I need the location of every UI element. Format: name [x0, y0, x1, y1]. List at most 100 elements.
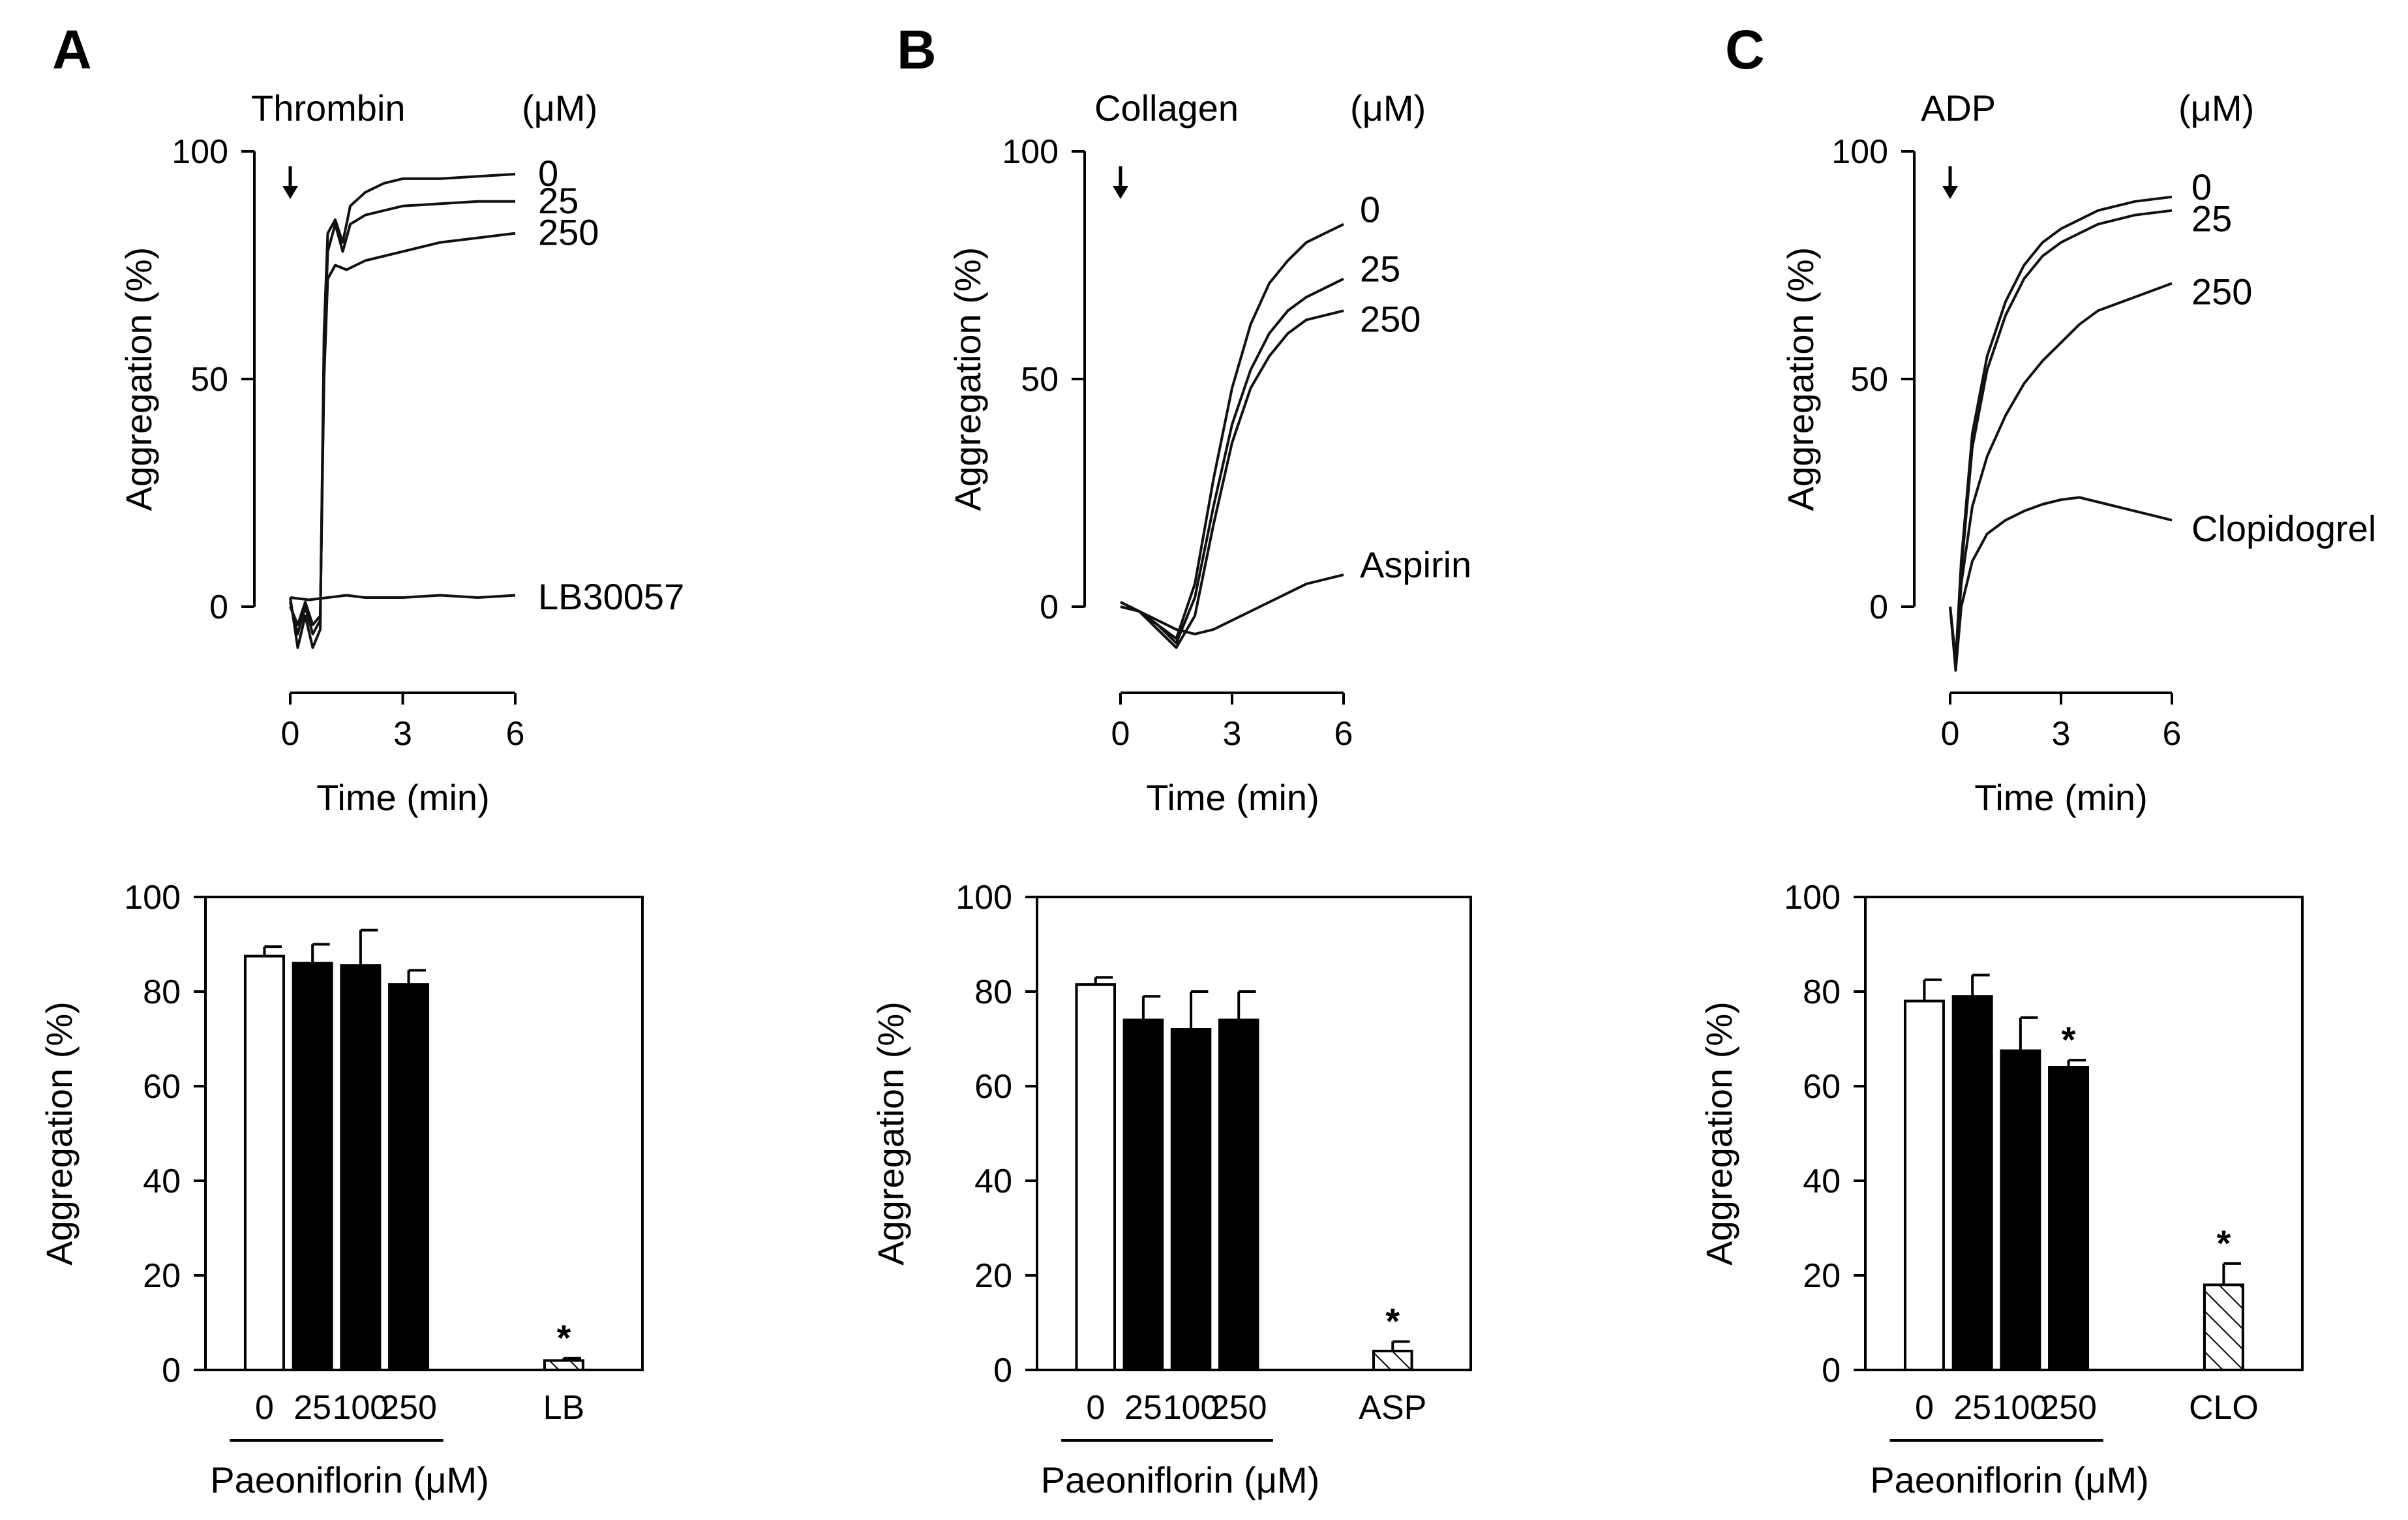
bar-25 [1951, 995, 1993, 1371]
y-axis-label: Aggregation (%) [870, 1001, 911, 1266]
x-tick-label: 25 [1953, 1389, 1991, 1427]
x-axis-label: Time (min) [1146, 777, 1319, 818]
bar-0 [1903, 999, 1945, 1371]
trace-label: 250 [538, 212, 599, 253]
x-tick-label: 0 [1111, 715, 1130, 753]
trace-0 [289, 172, 516, 649]
line-chart-C: C ADP (μM) 0 50 100 Aggregation (%) 0 3 6 Time (mi… [1725, 19, 2376, 818]
y-tick-label: 60 [1803, 1068, 1841, 1106]
y-tick-label: 100 [172, 133, 228, 171]
trace-250 [289, 232, 516, 626]
x-axis-label: Time (min) [1974, 777, 2147, 818]
line-chart-A: A Thrombin (μM) 0 50 100 Aggregation (%) 0 3 6 Tim… [52, 19, 684, 818]
x-tick-label: 25 [1124, 1389, 1162, 1427]
x-tick-label: 6 [1334, 715, 1353, 753]
y-axis-label: Aggregation (%) [118, 247, 159, 511]
y-axis-label: Aggregation (%) [1780, 247, 1821, 511]
bar-250 [1218, 1018, 1259, 1371]
y-tick-label: 50 [190, 361, 228, 399]
bar-25 [292, 962, 333, 1371]
x-tick-label: 3 [2052, 715, 2071, 753]
trace-250 [1949, 282, 2173, 667]
y-tick-label: 20 [143, 1257, 181, 1295]
y-tick-label: 100 [1784, 879, 1841, 917]
bar-CLO [2203, 1283, 2244, 1371]
significance-marker: * [2217, 1223, 2231, 1264]
x-tick-label: 0 [1941, 715, 1960, 753]
y-tick-label: 80 [1803, 973, 1841, 1011]
bar-250 [388, 983, 430, 1371]
y-tick-label: 50 [1021, 361, 1059, 399]
x-tick-label: 100 [332, 1389, 389, 1427]
bar-LB [543, 1359, 584, 1371]
agonist-label: Thrombin [251, 87, 406, 129]
trace-LB30057 [290, 594, 516, 601]
x-tick-label: CLO [2189, 1389, 2259, 1427]
y-tick-label: 80 [974, 973, 1012, 1011]
trace-label: 0 [2191, 166, 2212, 207]
y-tick-label: 100 [956, 879, 1012, 917]
panel-letter: B [897, 19, 937, 80]
trace-label: LB30057 [538, 576, 684, 617]
trace-0 [1949, 195, 2173, 663]
x-tick-label: 25 [293, 1389, 331, 1427]
y-tick-label: 40 [974, 1163, 1012, 1200]
y-tick-label: 40 [1803, 1163, 1841, 1200]
y-tick-label: 0 [1822, 1352, 1841, 1390]
x-axis-label: Paeoniflorin (μM) [1041, 1459, 1320, 1500]
trace-label: 25 [1360, 248, 1400, 289]
y-tick-label: 100 [1002, 133, 1059, 171]
x-tick-label: 6 [506, 715, 525, 753]
unit-label: (μM) [2178, 87, 2254, 129]
trace-25 [289, 200, 515, 635]
agonist-arrow-head [1113, 186, 1128, 199]
trace-label: 0 [1360, 189, 1380, 230]
trace-0 [1120, 222, 1344, 640]
y-tick-label: 40 [143, 1163, 181, 1200]
y-tick-label: 100 [124, 879, 181, 917]
y-tick-label: 20 [1803, 1257, 1841, 1295]
y-tick-label: 0 [1869, 588, 1888, 626]
x-tick-label: 0 [1086, 1389, 1105, 1427]
trace-label: 250 [2191, 271, 2252, 312]
panel-letter: A [52, 19, 92, 80]
x-axis-label: Paeoniflorin (μM) [210, 1459, 489, 1500]
x-tick-label: 0 [255, 1389, 274, 1427]
trace-25 [1949, 209, 2173, 663]
agonist-label: ADP [1921, 87, 1996, 129]
y-axis-label: Aggregation (%) [1698, 1001, 1739, 1266]
agonist-arrow-head [282, 186, 298, 199]
y-tick-label: 80 [143, 973, 181, 1011]
bar-0 [1075, 983, 1117, 1371]
bar-25 [1122, 1018, 1164, 1371]
trace-label: 0 [538, 153, 558, 194]
trace-label: 25 [538, 180, 579, 221]
y-tick-label: 0 [1040, 588, 1059, 626]
significance-marker: * [1385, 1301, 1400, 1342]
plots-layer: A Thrombin (μM) 0 50 100 Aggregation (%) 0 3 6 Tim… [38, 19, 2376, 1500]
bar-100 [1170, 1028, 1212, 1371]
unit-label: (μM) [1350, 87, 1426, 129]
significance-marker: * [557, 1317, 571, 1358]
x-axis-label: Paeoniflorin (μM) [1870, 1459, 2149, 1500]
x-tick-label: 6 [2163, 715, 2182, 753]
x-axis-label: Time (min) [316, 777, 489, 818]
agonist-label: Collagen [1094, 87, 1239, 129]
y-axis-label: Aggregation (%) [38, 1001, 80, 1266]
trace-25 [1120, 277, 1344, 645]
x-tick-label: 100 [1163, 1389, 1220, 1427]
x-tick-label: ASP [1359, 1389, 1426, 1427]
bar-ASP [1372, 1350, 1413, 1371]
trace-label: 25 [2191, 198, 2232, 239]
bar-250 [2048, 1066, 2090, 1371]
y-tick-label: 60 [974, 1068, 1012, 1106]
y-tick-label: 100 [1831, 133, 1888, 171]
y-tick-label: 0 [993, 1352, 1012, 1390]
y-tick-label: 50 [1850, 361, 1888, 399]
bar-100 [340, 964, 382, 1371]
trace-label: 250 [1360, 298, 1421, 339]
trace-label: Clopidogrel [2191, 508, 2376, 549]
